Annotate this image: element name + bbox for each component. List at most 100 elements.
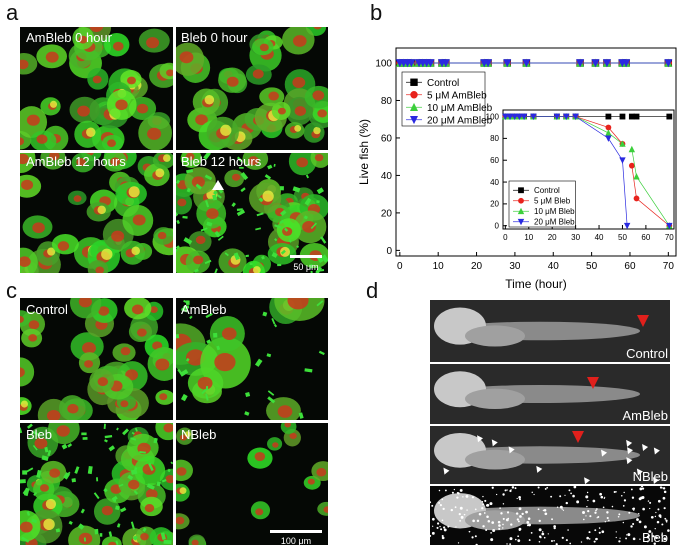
nucleus	[20, 137, 25, 146]
fragment	[206, 153, 210, 157]
nucleus	[127, 76, 136, 85]
fragment	[280, 249, 286, 255]
bright-spot	[45, 498, 57, 510]
nucleus	[155, 358, 170, 371]
speckle	[567, 529, 569, 531]
nucleus	[98, 306, 110, 316]
speckle	[456, 496, 459, 499]
fragment	[131, 431, 135, 435]
nucleus	[28, 320, 40, 330]
fragment	[22, 487, 29, 495]
bright-spot	[97, 205, 106, 215]
speckle	[618, 513, 621, 516]
speckle	[630, 488, 633, 491]
speckle	[538, 528, 542, 532]
bright-spot	[47, 247, 56, 256]
scale-bar	[290, 255, 322, 258]
y-tick-label: 20	[490, 200, 499, 209]
nucleus	[254, 451, 266, 462]
fragment	[115, 540, 119, 545]
fragment	[33, 492, 38, 496]
speckle	[483, 512, 486, 514]
speckle	[525, 510, 528, 514]
speckle	[527, 517, 531, 520]
speckle	[586, 491, 589, 494]
red-arrow	[572, 431, 584, 443]
image-label: Control	[626, 346, 668, 361]
fragment	[181, 307, 188, 313]
fragment	[182, 215, 188, 219]
speckle	[461, 516, 464, 519]
speckle	[592, 499, 596, 503]
legend-marker	[517, 207, 525, 215]
nucleus	[316, 467, 327, 477]
x-tick-label: 10	[524, 233, 533, 242]
speckle	[643, 525, 647, 529]
fragment	[176, 248, 178, 256]
fragment	[47, 449, 52, 457]
nucleus	[195, 235, 206, 245]
speckle	[587, 499, 589, 502]
nucleus	[191, 539, 199, 545]
nucleus	[57, 241, 70, 251]
nucleus	[76, 157, 86, 167]
marker	[628, 145, 636, 153]
speckle	[654, 515, 657, 518]
speckle	[475, 543, 478, 547]
speckle	[626, 534, 628, 536]
speckle	[444, 489, 447, 492]
nucleus	[252, 69, 264, 79]
nucleus	[34, 437, 48, 449]
speckle	[655, 536, 658, 539]
micrograph	[176, 27, 328, 150]
nucleus	[268, 91, 279, 101]
fragment	[217, 235, 224, 241]
fragment	[316, 187, 324, 195]
fragment	[176, 245, 180, 250]
fragment	[182, 305, 190, 310]
fish	[429, 484, 670, 547]
fragment	[99, 533, 103, 537]
speckle	[648, 530, 652, 533]
marker	[522, 59, 531, 68]
fragment	[74, 466, 80, 474]
speckle	[603, 497, 605, 500]
nucleus	[45, 51, 59, 63]
x-tick-label: 10	[433, 261, 445, 272]
bright-spot	[163, 154, 171, 162]
x-tick-label: 30	[509, 261, 521, 272]
fragment	[240, 171, 249, 181]
image-label: AmBleb 12 hours	[26, 154, 126, 169]
fragment	[204, 174, 213, 181]
speckle	[491, 486, 494, 489]
speckle	[555, 543, 558, 546]
marker	[441, 59, 450, 68]
fragment	[120, 507, 127, 513]
speckle	[663, 490, 667, 494]
speckle	[553, 525, 556, 528]
fragment	[23, 487, 30, 497]
nucleus	[287, 298, 309, 310]
nucleus	[120, 346, 131, 356]
speckle	[662, 487, 666, 490]
nucleus	[95, 266, 105, 273]
speckle	[502, 523, 504, 526]
image-label: AmBleb 0 hour	[26, 30, 113, 45]
image-label: AmBleb	[181, 302, 227, 317]
fragment	[213, 268, 218, 273]
speckle	[542, 509, 545, 512]
speckle	[462, 496, 464, 498]
nucleus	[84, 360, 94, 368]
marker	[576, 59, 585, 68]
speckle	[663, 507, 666, 510]
fragment	[236, 208, 243, 212]
speckle	[597, 516, 600, 518]
speckle	[638, 520, 642, 524]
speckle	[623, 491, 625, 494]
micrograph	[176, 153, 328, 273]
spot	[626, 439, 633, 447]
marker	[602, 59, 611, 68]
speckle	[504, 489, 507, 492]
nucleus	[146, 37, 160, 49]
